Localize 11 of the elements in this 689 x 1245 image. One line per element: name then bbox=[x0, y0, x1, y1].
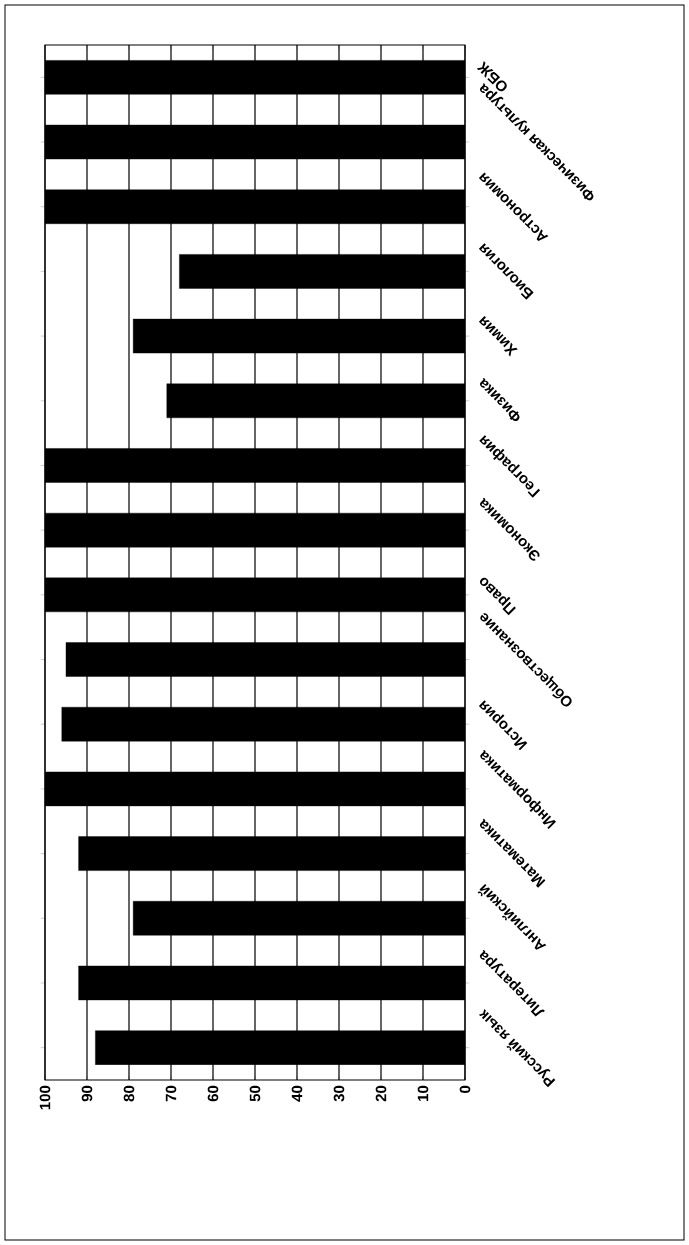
x-tick-label: 20 bbox=[375, 1085, 387, 1102]
x-tick-label: 50 bbox=[249, 1085, 261, 1102]
x-tick-label: 0 bbox=[459, 1085, 471, 1093]
x-tick-label: 10 bbox=[417, 1085, 429, 1101]
x-tick-label: 80 bbox=[123, 1085, 135, 1102]
x-tick-label: 30 bbox=[333, 1085, 345, 1102]
x-tick-label: 40 bbox=[291, 1085, 303, 1102]
x-tick-label: 100 bbox=[39, 1085, 51, 1110]
x-tick-label: 70 bbox=[165, 1085, 177, 1102]
x-tick-label: 90 bbox=[81, 1085, 93, 1102]
x-tick-label: 60 bbox=[207, 1085, 219, 1102]
